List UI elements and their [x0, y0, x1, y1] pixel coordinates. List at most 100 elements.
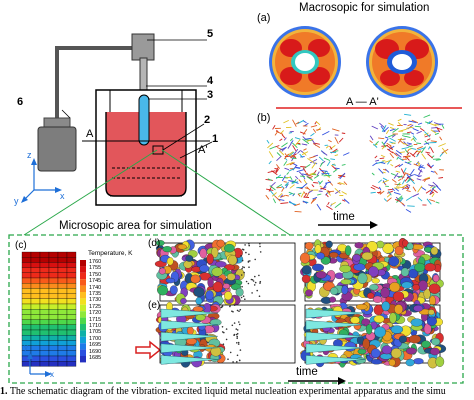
nucleus-dot	[227, 358, 229, 361]
temperature-cell	[48, 303, 59, 310]
flow-vector	[323, 174, 332, 177]
grain	[423, 288, 431, 300]
flow-vector	[343, 198, 350, 204]
flow-vector	[420, 186, 427, 191]
grain	[301, 274, 311, 284]
flow-vector	[389, 128, 396, 132]
flow-vector	[369, 135, 374, 141]
grain	[427, 309, 435, 316]
flow-vector	[321, 130, 330, 136]
flow-vector	[438, 177, 444, 179]
flow-vector	[339, 172, 346, 180]
flow-vector	[398, 163, 404, 168]
flow-vector	[375, 159, 380, 162]
flow-vector	[429, 199, 436, 202]
flow-vector	[280, 195, 286, 198]
grain	[195, 314, 206, 321]
temperature-cell	[30, 345, 41, 351]
flow-vector	[378, 190, 382, 194]
grain	[235, 287, 244, 297]
temperature-cell	[66, 361, 77, 367]
flow-vector	[302, 167, 307, 173]
nucleus-dot	[247, 261, 250, 263]
flow-vector	[270, 181, 276, 187]
flow-vector	[267, 142, 274, 149]
flow-vector	[275, 174, 282, 179]
nucleus-dot	[231, 310, 233, 313]
flow-vector	[320, 170, 328, 172]
micro-axes	[27, 352, 52, 377]
temperature-cell	[48, 335, 59, 341]
temperature-cell	[66, 293, 77, 299]
grain	[211, 247, 219, 258]
nucleus-dot	[254, 281, 257, 284]
flow-vector	[284, 167, 290, 171]
macro-title: Macrosopic for simulation	[299, 2, 430, 14]
flow-vector	[388, 145, 395, 151]
temperature-cell	[39, 361, 50, 367]
panel-e-grains-right	[300, 299, 447, 369]
nucleus-dot	[222, 343, 225, 346]
flow-vector	[406, 126, 414, 129]
nucleus-dot	[233, 322, 236, 324]
flow-vector	[323, 157, 331, 161]
flow-vector	[416, 130, 422, 134]
flow-vector	[396, 182, 401, 186]
temperature-cell	[57, 361, 68, 367]
flow-vector	[378, 168, 384, 174]
flow-vector	[427, 153, 433, 159]
flow-vector	[289, 138, 294, 142]
flow-vector	[265, 194, 270, 200]
nucleus-dot	[236, 337, 238, 340]
flow-vector	[279, 138, 283, 142]
flow-vector	[285, 194, 289, 197]
grain	[345, 245, 352, 256]
nucleus-dot	[245, 280, 248, 283]
nucleus-dot	[254, 275, 256, 278]
grain	[222, 283, 231, 289]
flow-vector	[269, 146, 276, 150]
grain	[216, 239, 225, 248]
flow-vector	[266, 188, 274, 191]
flow-vector	[432, 158, 440, 160]
grain	[211, 267, 223, 277]
grain	[413, 305, 424, 312]
temperature-cell	[48, 355, 59, 362]
grain	[380, 287, 390, 298]
flow-vector	[406, 184, 411, 187]
grain	[421, 340, 431, 349]
nucleus-dot	[244, 298, 246, 301]
axis-label-x: x	[60, 191, 65, 201]
flow-vector	[400, 168, 406, 176]
legend-tick-label: 1720	[89, 310, 102, 317]
flow-vector	[288, 167, 296, 172]
nucleus-dot	[237, 343, 240, 345]
flow-vector	[304, 137, 312, 140]
grain	[373, 315, 385, 323]
flow-vector	[381, 145, 386, 150]
nucleus-dot	[258, 295, 261, 298]
legend-swatch	[80, 292, 86, 299]
flow-vector	[288, 201, 297, 206]
flow-vector	[407, 148, 412, 151]
micro-time-label: time	[296, 366, 318, 378]
grain	[381, 345, 392, 355]
flow-vector	[432, 188, 438, 194]
temperature-cell	[57, 350, 68, 357]
flow-vector	[436, 127, 441, 133]
flow-vector	[400, 201, 405, 206]
flow-vector	[329, 145, 336, 151]
grain	[165, 277, 176, 284]
temperature-cell	[30, 277, 41, 284]
temperature-cell	[39, 345, 50, 351]
legend-swatch	[80, 343, 86, 350]
grain	[205, 290, 214, 301]
flow-vector	[306, 186, 311, 191]
grain	[426, 316, 437, 326]
temperature-cell	[39, 324, 50, 331]
flow-vector	[393, 172, 399, 179]
flow-vector	[320, 187, 327, 190]
flow-vector	[275, 130, 284, 135]
temperature-cell	[57, 257, 68, 263]
legend-swatch	[80, 260, 86, 267]
